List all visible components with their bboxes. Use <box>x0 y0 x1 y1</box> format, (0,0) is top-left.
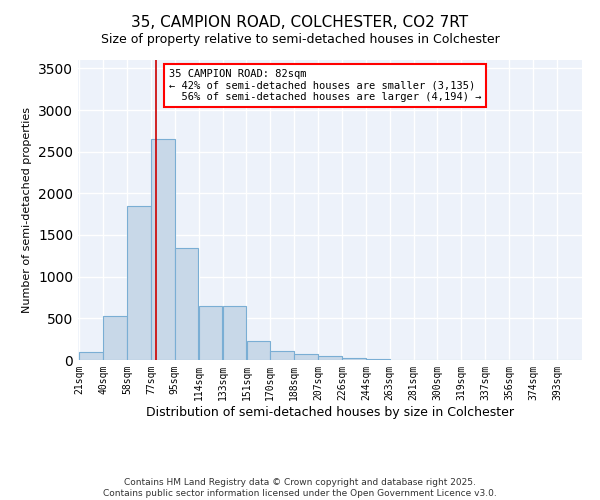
Bar <box>271 351 294 360</box>
Bar <box>127 206 151 360</box>
Bar <box>223 306 246 360</box>
Bar <box>366 359 389 360</box>
Bar <box>295 354 318 360</box>
Bar <box>79 352 103 360</box>
Bar <box>318 356 342 360</box>
Bar <box>103 316 127 360</box>
Text: 35 CAMPION ROAD: 82sqm
← 42% of semi-detached houses are smaller (3,135)
  56% o: 35 CAMPION ROAD: 82sqm ← 42% of semi-det… <box>169 69 481 102</box>
Bar <box>199 306 223 360</box>
Text: Contains HM Land Registry data © Crown copyright and database right 2025.
Contai: Contains HM Land Registry data © Crown c… <box>103 478 497 498</box>
Y-axis label: Number of semi-detached properties: Number of semi-detached properties <box>22 107 32 313</box>
Bar <box>342 358 365 360</box>
X-axis label: Distribution of semi-detached houses by size in Colchester: Distribution of semi-detached houses by … <box>146 406 514 418</box>
Bar <box>151 139 175 360</box>
Bar <box>247 341 270 360</box>
Bar <box>175 248 199 360</box>
Text: 35, CAMPION ROAD, COLCHESTER, CO2 7RT: 35, CAMPION ROAD, COLCHESTER, CO2 7RT <box>131 15 469 30</box>
Text: Size of property relative to semi-detached houses in Colchester: Size of property relative to semi-detach… <box>101 32 499 46</box>
